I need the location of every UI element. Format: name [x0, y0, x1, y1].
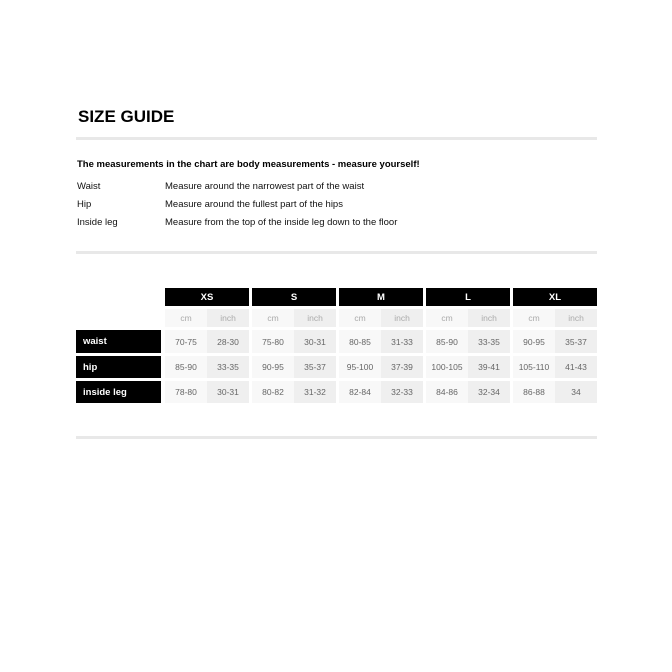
unit-header-inch: inch	[294, 309, 336, 327]
measure-name: Waist	[77, 181, 101, 192]
divider	[76, 436, 597, 439]
cell-cm: 80-85	[339, 330, 381, 353]
cell-inch: 31-32	[294, 381, 336, 403]
measure-row-hip: Hip Measure around the fullest part of th…	[77, 199, 343, 210]
size-header-m: M	[339, 288, 423, 306]
cell-inch: 31-33	[381, 330, 423, 353]
cell-inch: 37-39	[381, 356, 423, 378]
unit-header-inch: inch	[555, 309, 597, 327]
unit-header-cm: cm	[426, 309, 468, 327]
cell-cm: 78-80	[165, 381, 207, 403]
cell-cm: 95-100	[339, 356, 381, 378]
cell-inch: 28-30	[207, 330, 249, 353]
size-header-xl: XL	[513, 288, 597, 306]
measure-desc: Measure from the top of the inside leg d…	[165, 217, 398, 228]
cell-cm: 90-95	[513, 330, 555, 353]
measure-row-inside-leg: Inside leg Measure from the top of the in…	[77, 217, 397, 228]
size-header-l: L	[426, 288, 510, 306]
row-label: hip	[76, 356, 161, 378]
measure-name: Inside leg	[77, 217, 118, 228]
cell-cm: 86-88	[513, 381, 555, 403]
cell-cm: 85-90	[165, 356, 207, 378]
unit-header-inch: inch	[381, 309, 423, 327]
unit-header-cm: cm	[252, 309, 294, 327]
row-label: waist	[76, 330, 161, 353]
cell-cm: 82-84	[339, 381, 381, 403]
cell-cm: 84-86	[426, 381, 468, 403]
cell-cm: 90-95	[252, 356, 294, 378]
measure-desc: Measure around the narrowest part of the…	[165, 181, 365, 192]
measure-row-waist: Waist Measure around the narrowest part o…	[77, 181, 364, 192]
cell-inch: 32-34	[468, 381, 510, 403]
cell-inch: 34	[555, 381, 597, 403]
cell-cm: 70-75	[165, 330, 207, 353]
cell-inch: 35-37	[294, 356, 336, 378]
cell-inch: 30-31	[207, 381, 249, 403]
cell-cm: 80-82	[252, 381, 294, 403]
cell-inch: 33-35	[207, 356, 249, 378]
intro-text: The measurements in the chart are body m…	[77, 159, 420, 170]
unit-header-cm: cm	[165, 309, 207, 327]
cell-inch: 35-37	[555, 330, 597, 353]
cell-inch: 41-43	[555, 356, 597, 378]
cell-inch: 32-33	[381, 381, 423, 403]
cell-cm: 75-80	[252, 330, 294, 353]
row-label: inside leg	[76, 381, 161, 403]
divider	[76, 251, 597, 254]
size-header-xs: XS	[165, 288, 249, 306]
cell-cm: 100-105	[426, 356, 468, 378]
measure-name: Hip	[77, 199, 92, 210]
cell-inch: 30-31	[294, 330, 336, 353]
unit-header-cm: cm	[339, 309, 381, 327]
measure-desc: Measure around the fullest part of the h…	[165, 199, 343, 210]
cell-cm: 85-90	[426, 330, 468, 353]
divider	[76, 137, 597, 140]
cell-inch: 39-41	[468, 356, 510, 378]
page-title: SIZE GUIDE	[78, 107, 175, 126]
unit-header-inch: inch	[207, 309, 249, 327]
cell-inch: 33-35	[468, 330, 510, 353]
size-header-s: S	[252, 288, 336, 306]
unit-header-cm: cm	[513, 309, 555, 327]
cell-cm: 105-110	[513, 356, 555, 378]
unit-header-inch: inch	[468, 309, 510, 327]
